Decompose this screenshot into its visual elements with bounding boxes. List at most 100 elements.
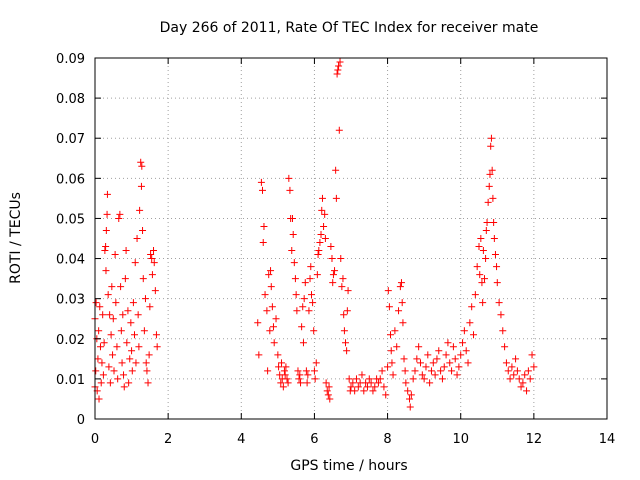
data-point	[282, 363, 290, 371]
data-point	[144, 379, 152, 387]
x-tick-label: 8	[383, 432, 391, 447]
data-point	[343, 347, 351, 355]
data-point	[127, 319, 135, 327]
data-point	[396, 283, 404, 291]
data-point	[298, 323, 306, 331]
data-point	[112, 299, 120, 307]
data-point	[281, 371, 289, 379]
data-point	[295, 375, 303, 383]
data-point	[266, 327, 274, 335]
data-point	[134, 311, 142, 319]
data-point	[499, 327, 507, 335]
data-point	[111, 251, 119, 259]
data-point	[347, 383, 355, 391]
data-point	[482, 255, 490, 263]
data-point	[290, 259, 298, 267]
data-point	[94, 355, 102, 363]
data-point	[524, 367, 532, 375]
data-point	[304, 371, 312, 379]
y-tick-label: 0.04	[56, 253, 85, 268]
data-point	[309, 299, 317, 307]
data-point	[482, 226, 490, 234]
x-tick-label: 14	[599, 432, 616, 447]
data-point	[138, 162, 146, 170]
data-point	[397, 279, 405, 287]
data-point	[487, 134, 495, 142]
data-point	[128, 367, 136, 375]
data-point	[426, 379, 434, 387]
data-point	[400, 355, 408, 363]
data-point	[300, 295, 308, 303]
data-point	[130, 331, 138, 339]
data-point	[150, 247, 158, 255]
axis-ticks: 0 2 4 6 8 10 12 14 0 0.01 0.02 0.03 0.04 0.05 0.06 0.07…	[56, 52, 615, 447]
data-point	[142, 359, 150, 367]
data-point	[344, 287, 352, 295]
data-point	[110, 367, 118, 375]
data-point	[487, 142, 495, 150]
x-tick-label: 6	[310, 432, 318, 447]
data-point	[427, 367, 435, 375]
data-point	[122, 247, 130, 255]
data-point	[479, 247, 487, 255]
y-tick-label: 0.05	[56, 212, 85, 227]
data-point	[114, 375, 122, 383]
data-point	[466, 319, 474, 327]
data-point	[329, 271, 337, 279]
data-point	[415, 343, 423, 351]
data-point	[493, 279, 501, 287]
data-point	[502, 359, 510, 367]
data-point	[332, 194, 340, 202]
data-point	[310, 327, 318, 335]
data-point	[95, 395, 103, 403]
data-point	[305, 307, 313, 315]
data-point	[302, 367, 310, 375]
data-point	[288, 247, 296, 255]
x-tick-label: 4	[237, 432, 245, 447]
data-point	[291, 275, 299, 283]
data-point	[314, 251, 322, 259]
data-point	[442, 351, 450, 359]
data-point	[387, 347, 395, 355]
data-point	[139, 226, 147, 234]
data-point	[129, 299, 137, 307]
data-point	[278, 359, 286, 367]
data-point	[339, 275, 347, 283]
data-point	[141, 295, 149, 303]
data-point	[299, 303, 307, 311]
data-point	[102, 226, 110, 234]
data-point	[284, 379, 292, 387]
y-axis-label: ROTI / TECUs	[8, 192, 24, 284]
data-point	[301, 279, 309, 287]
data-point	[328, 255, 336, 263]
data-point	[471, 291, 479, 299]
data-point	[497, 311, 505, 319]
data-point	[407, 391, 415, 399]
data-point	[493, 263, 501, 271]
data-point	[148, 271, 156, 279]
data-point	[107, 331, 115, 339]
chart-title: Day 266 of 2011, Rate Of TEC Index for r…	[160, 20, 539, 36]
data-point	[95, 327, 103, 335]
data-point	[103, 190, 111, 198]
data-point	[99, 311, 107, 319]
data-point	[96, 303, 104, 311]
data-point	[100, 339, 108, 347]
data-point	[269, 323, 277, 331]
data-point	[292, 291, 300, 299]
data-point	[116, 210, 124, 218]
data-point	[424, 351, 432, 359]
data-point	[99, 371, 107, 379]
data-point	[358, 371, 366, 379]
data-point	[102, 243, 110, 251]
data-point	[376, 375, 384, 383]
data-point	[98, 359, 106, 367]
data-point	[338, 283, 346, 291]
data-point	[103, 210, 111, 218]
data-point	[92, 299, 100, 307]
data-point	[489, 194, 497, 202]
data-point	[495, 299, 503, 307]
data-point	[501, 343, 509, 351]
data-point	[517, 383, 525, 391]
data-point	[399, 319, 407, 327]
